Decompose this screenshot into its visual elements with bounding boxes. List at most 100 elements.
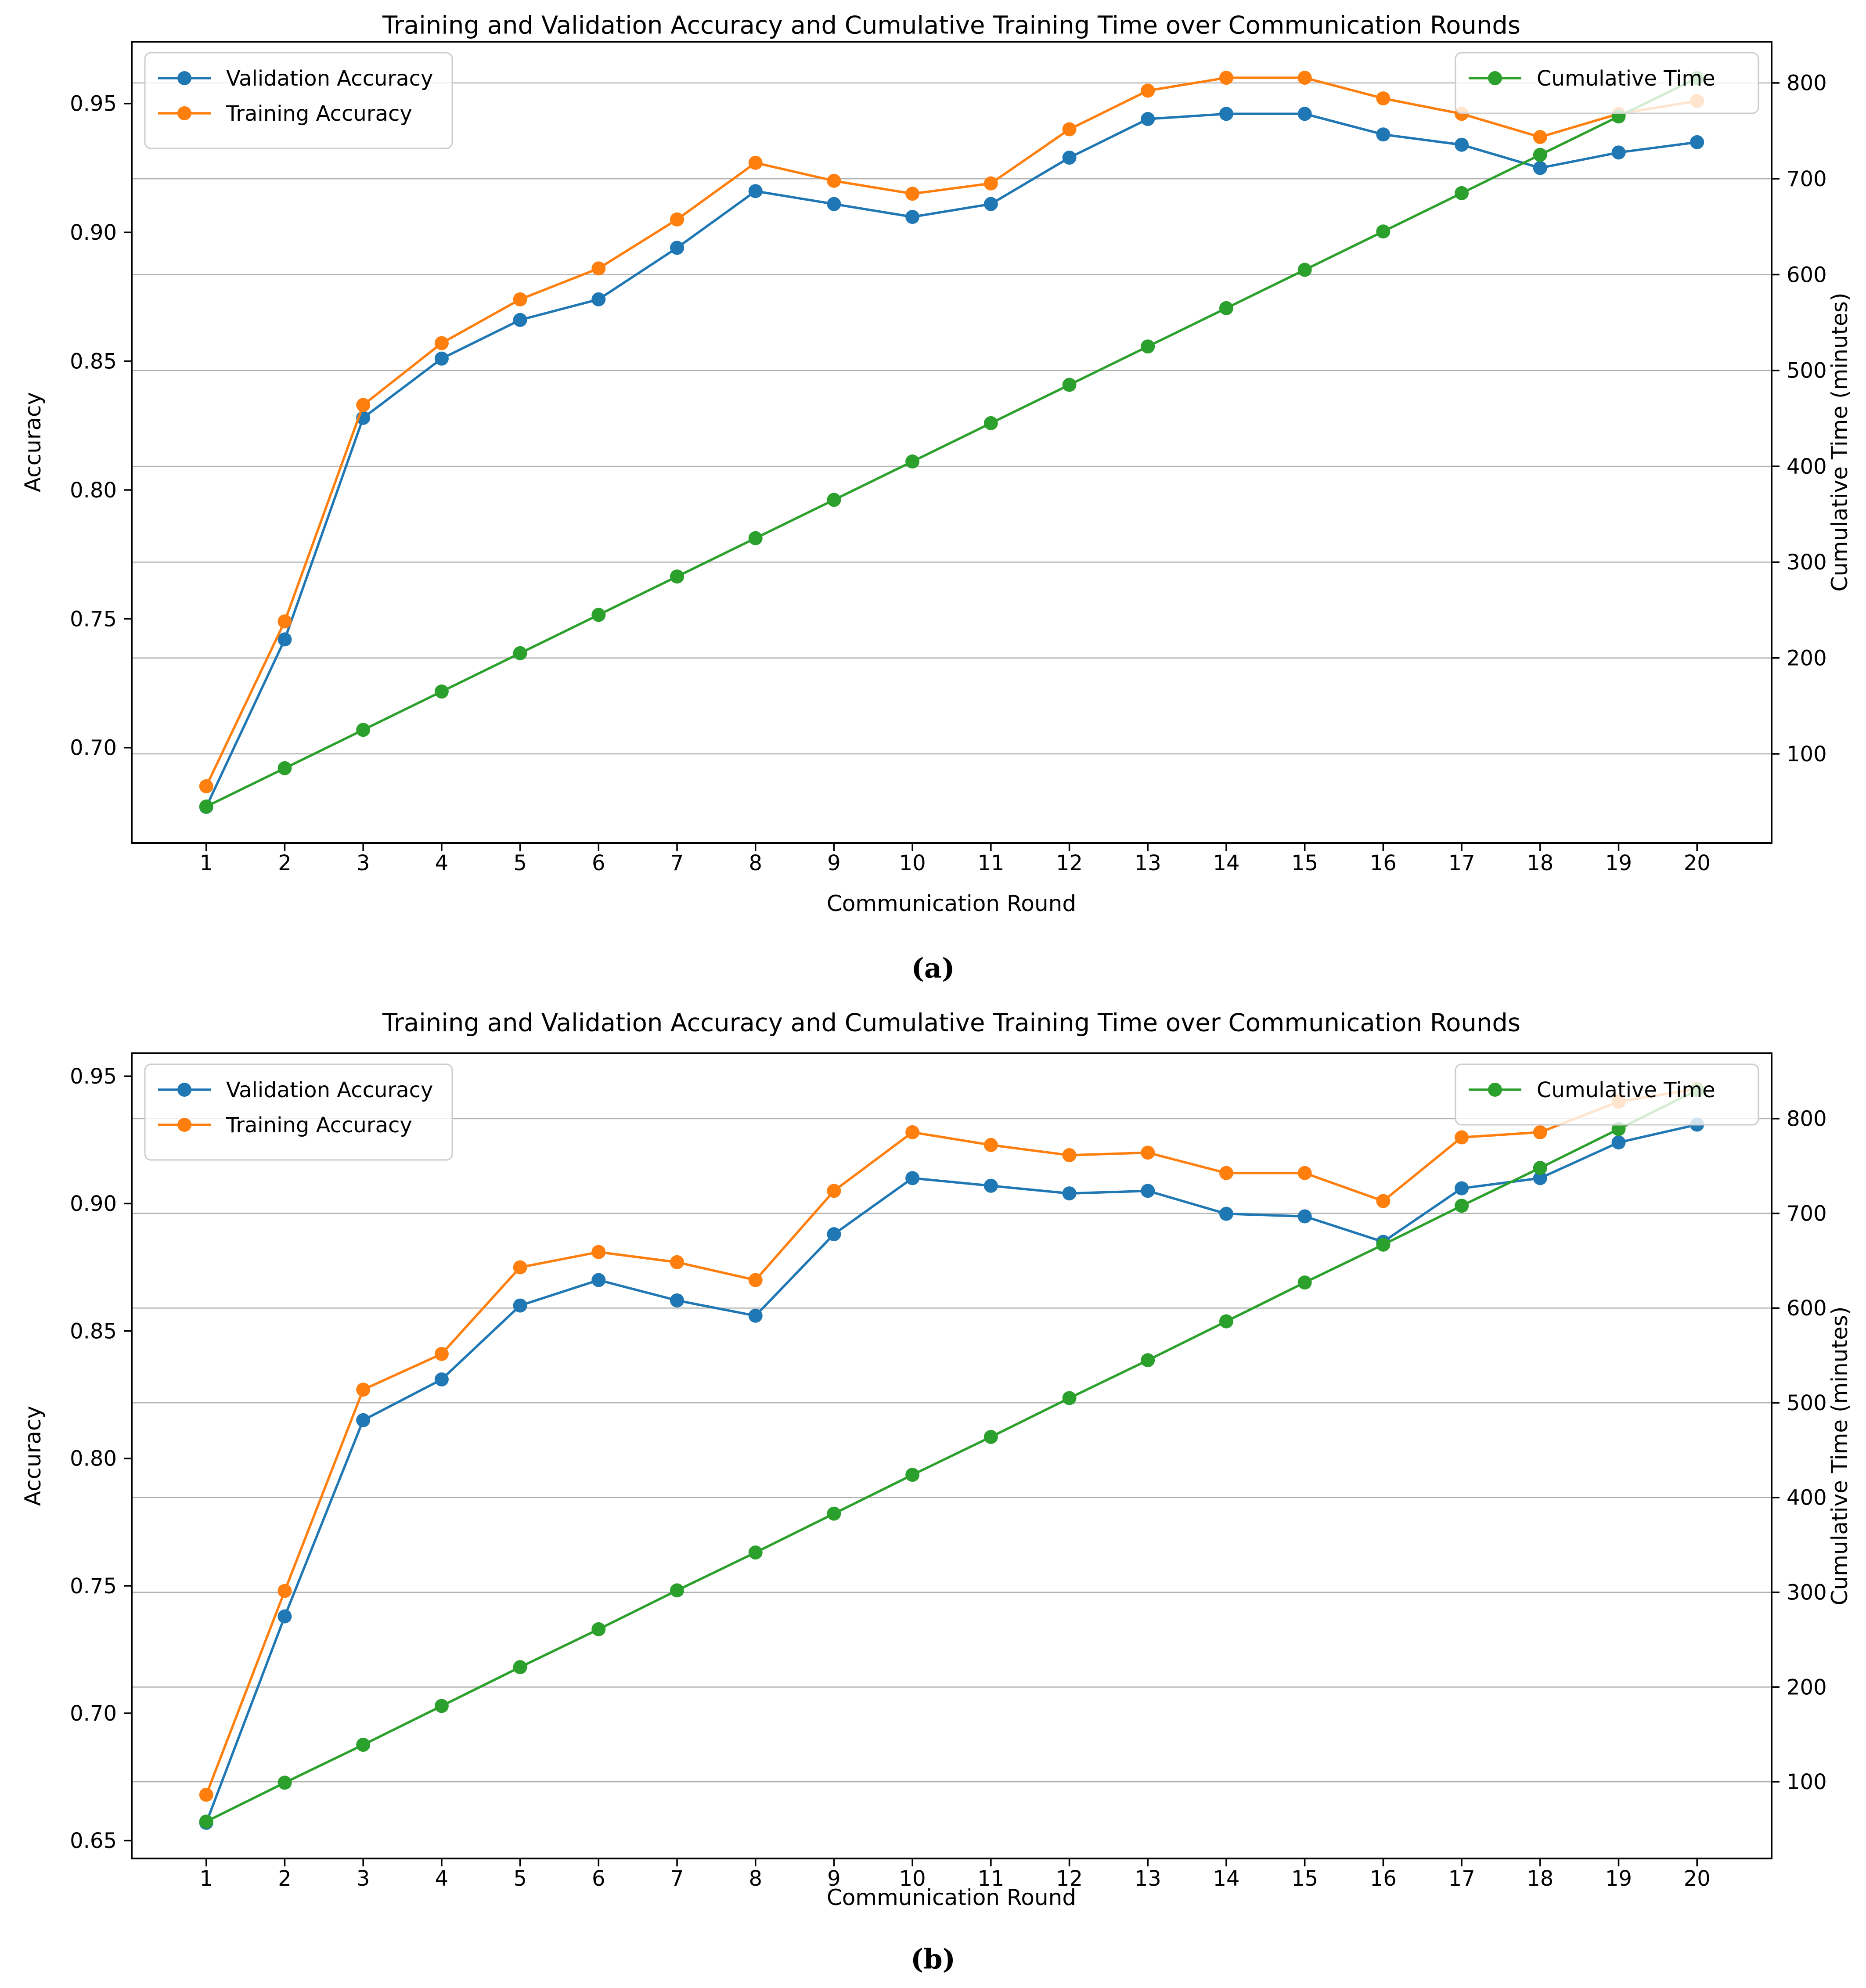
series-validation-accuracy-marker	[513, 1298, 527, 1313]
x-tick-label: 7	[670, 1866, 684, 1891]
x-tick-label: 14	[1213, 851, 1239, 875]
series-cumulative-time-marker	[1219, 301, 1233, 315]
series-validation-accuracy-line	[205, 112, 1697, 808]
series-cumulative-time-marker	[670, 569, 684, 584]
series-cumulative-time-marker	[1455, 1199, 1469, 1213]
y-tick-label-right: 600	[1787, 1296, 1827, 1321]
figure-b: 0.65 0.70 0.75 0.80 0.85 0.90 0.95 100 200 300 400…	[0, 994, 1866, 1988]
series-cumulative-time-marker	[748, 1545, 763, 1560]
x-tick-label: 16	[1370, 1866, 1397, 1891]
series-training-accuracy-marker	[670, 1255, 684, 1269]
y-tick-label-right: 600	[1787, 263, 1827, 287]
series-cumulative-time-marker	[434, 684, 449, 699]
series-cumulative-time-marker	[1611, 1122, 1626, 1136]
x-tick-label: 1	[199, 1866, 213, 1891]
series-validation-accuracy-marker	[591, 292, 606, 306]
series-cumulative-time-marker	[1297, 1275, 1312, 1290]
series-cumulative-time-marker	[1219, 1314, 1233, 1329]
series-cumulative-time-marker	[1376, 1237, 1390, 1252]
series-cumulative-time-marker	[356, 1738, 371, 1752]
y-tick-label-right: 700	[1787, 1201, 1827, 1226]
series-training-accuracy-marker	[748, 1273, 763, 1287]
y-tick-label-right: 700	[1787, 167, 1827, 191]
x-tick-label: 11	[977, 1866, 1004, 1891]
y-tick-label-left: 0.85	[70, 349, 117, 374]
y-tick-label-right: 400	[1787, 1486, 1827, 1510]
x-tick-label: 10	[899, 851, 926, 875]
series-cumulative-time-marker	[591, 608, 606, 622]
series-training-accuracy-marker	[1062, 1148, 1077, 1163]
y-tick-label-left: 0.70	[70, 736, 117, 760]
y-tick-label-left: 0.95	[70, 1064, 117, 1089]
x-tick-label: 3	[357, 1866, 370, 1891]
series-training-accuracy-marker	[199, 1787, 213, 1802]
series-cumulative-time-marker	[1533, 1161, 1547, 1175]
legend-label: Cumulative Time	[1537, 66, 1715, 91]
figure-a-caption: (a)	[911, 952, 955, 984]
legend-marker-sample	[177, 1083, 191, 1097]
legend-marker-sample	[1488, 1083, 1502, 1097]
plot-border	[131, 1052, 1772, 1859]
y-tick-label-right: 200	[1787, 646, 1827, 670]
series-cumulative-time-marker	[827, 493, 841, 507]
x-tick-label: 19	[1605, 851, 1632, 875]
series-validation-accuracy-marker	[1533, 1171, 1547, 1185]
series-training-accuracy-marker	[277, 1584, 292, 1598]
x-tick-label: 16	[1370, 851, 1397, 875]
series-cumulative-time-marker	[277, 1776, 292, 1790]
series-training-accuracy-marker	[1297, 71, 1312, 85]
series-training-accuracy-marker	[670, 212, 684, 227]
y-tick-label-left: 0.80	[70, 478, 117, 503]
y-tick-label-right: 800	[1787, 71, 1827, 96]
series-training-accuracy-marker	[1062, 122, 1077, 137]
series-validation-accuracy-marker	[356, 1413, 371, 1427]
x-tick-label: 8	[749, 1866, 762, 1891]
x-tick-label: 12	[1056, 1866, 1083, 1891]
series-cumulative-time-marker	[905, 1468, 920, 1482]
y-tick-label-right: 300	[1787, 550, 1827, 575]
series-validation-accuracy-marker	[983, 1178, 998, 1193]
series-validation-accuracy-marker	[1611, 145, 1626, 160]
series-cumulative-time-marker	[983, 1430, 998, 1444]
series-cumulative-time-marker	[434, 1699, 449, 1713]
series-cumulative-time-marker	[356, 723, 371, 737]
series-validation-accuracy-marker	[434, 351, 449, 366]
series-training-accuracy-marker	[513, 1260, 527, 1275]
series-cumulative-time-line	[205, 77, 1698, 808]
x-tick-label: 14	[1213, 1866, 1239, 1891]
series-validation-accuracy-marker	[905, 210, 920, 224]
legend-marker-sample	[177, 1118, 191, 1132]
x-tick-label: 11	[977, 851, 1004, 875]
chart-a-ylabel-right: Cumulative Time (minutes)	[1827, 292, 1852, 592]
chart-a-title: Training and Validation Accuracy and Cum…	[382, 11, 1521, 40]
x-tick-label: 3	[357, 851, 370, 875]
series-cumulative-time-marker	[1141, 1353, 1155, 1368]
series-validation-accuracy-marker	[1297, 107, 1312, 121]
series-validation-accuracy-marker	[277, 632, 292, 647]
series-cumulative-time-line	[205, 1089, 1698, 1823]
chart-b-title: Training and Validation Accuracy and Cum…	[382, 1008, 1521, 1037]
series-training-accuracy-marker	[827, 1184, 841, 1198]
x-tick-label: 13	[1135, 1866, 1161, 1891]
legend-marker-sample	[177, 106, 191, 120]
legend-marker-sample	[177, 71, 191, 85]
series-training-accuracy-marker	[905, 1125, 920, 1139]
series-validation-accuracy-marker	[591, 1273, 606, 1287]
series-training-accuracy-line	[205, 76, 1697, 787]
series-validation-accuracy-marker	[1533, 161, 1547, 175]
series-cumulative-time-marker	[827, 1506, 841, 1521]
x-tick-label: 9	[827, 851, 841, 875]
x-tick-label: 18	[1527, 851, 1553, 875]
x-tick-label: 17	[1448, 1866, 1475, 1891]
series-validation-accuracy-marker	[1141, 1184, 1155, 1198]
series-cumulative-time-marker	[905, 454, 920, 469]
legend-box	[1455, 52, 1759, 114]
series-validation-accuracy-marker	[1062, 1186, 1077, 1201]
x-tick-label: 19	[1605, 1866, 1632, 1891]
series-validation-accuracy-marker	[748, 184, 763, 198]
series-validation-accuracy-marker	[1611, 1135, 1626, 1150]
legend-box	[1455, 1063, 1759, 1126]
y-tick-label-right: 500	[1787, 359, 1827, 383]
figure-a: 0.70 0.75 0.80 0.85 0.90 0.95 100 200 300 400 500 6…	[20, 11, 1852, 984]
y-tick-label-right: 300	[1787, 1581, 1827, 1605]
